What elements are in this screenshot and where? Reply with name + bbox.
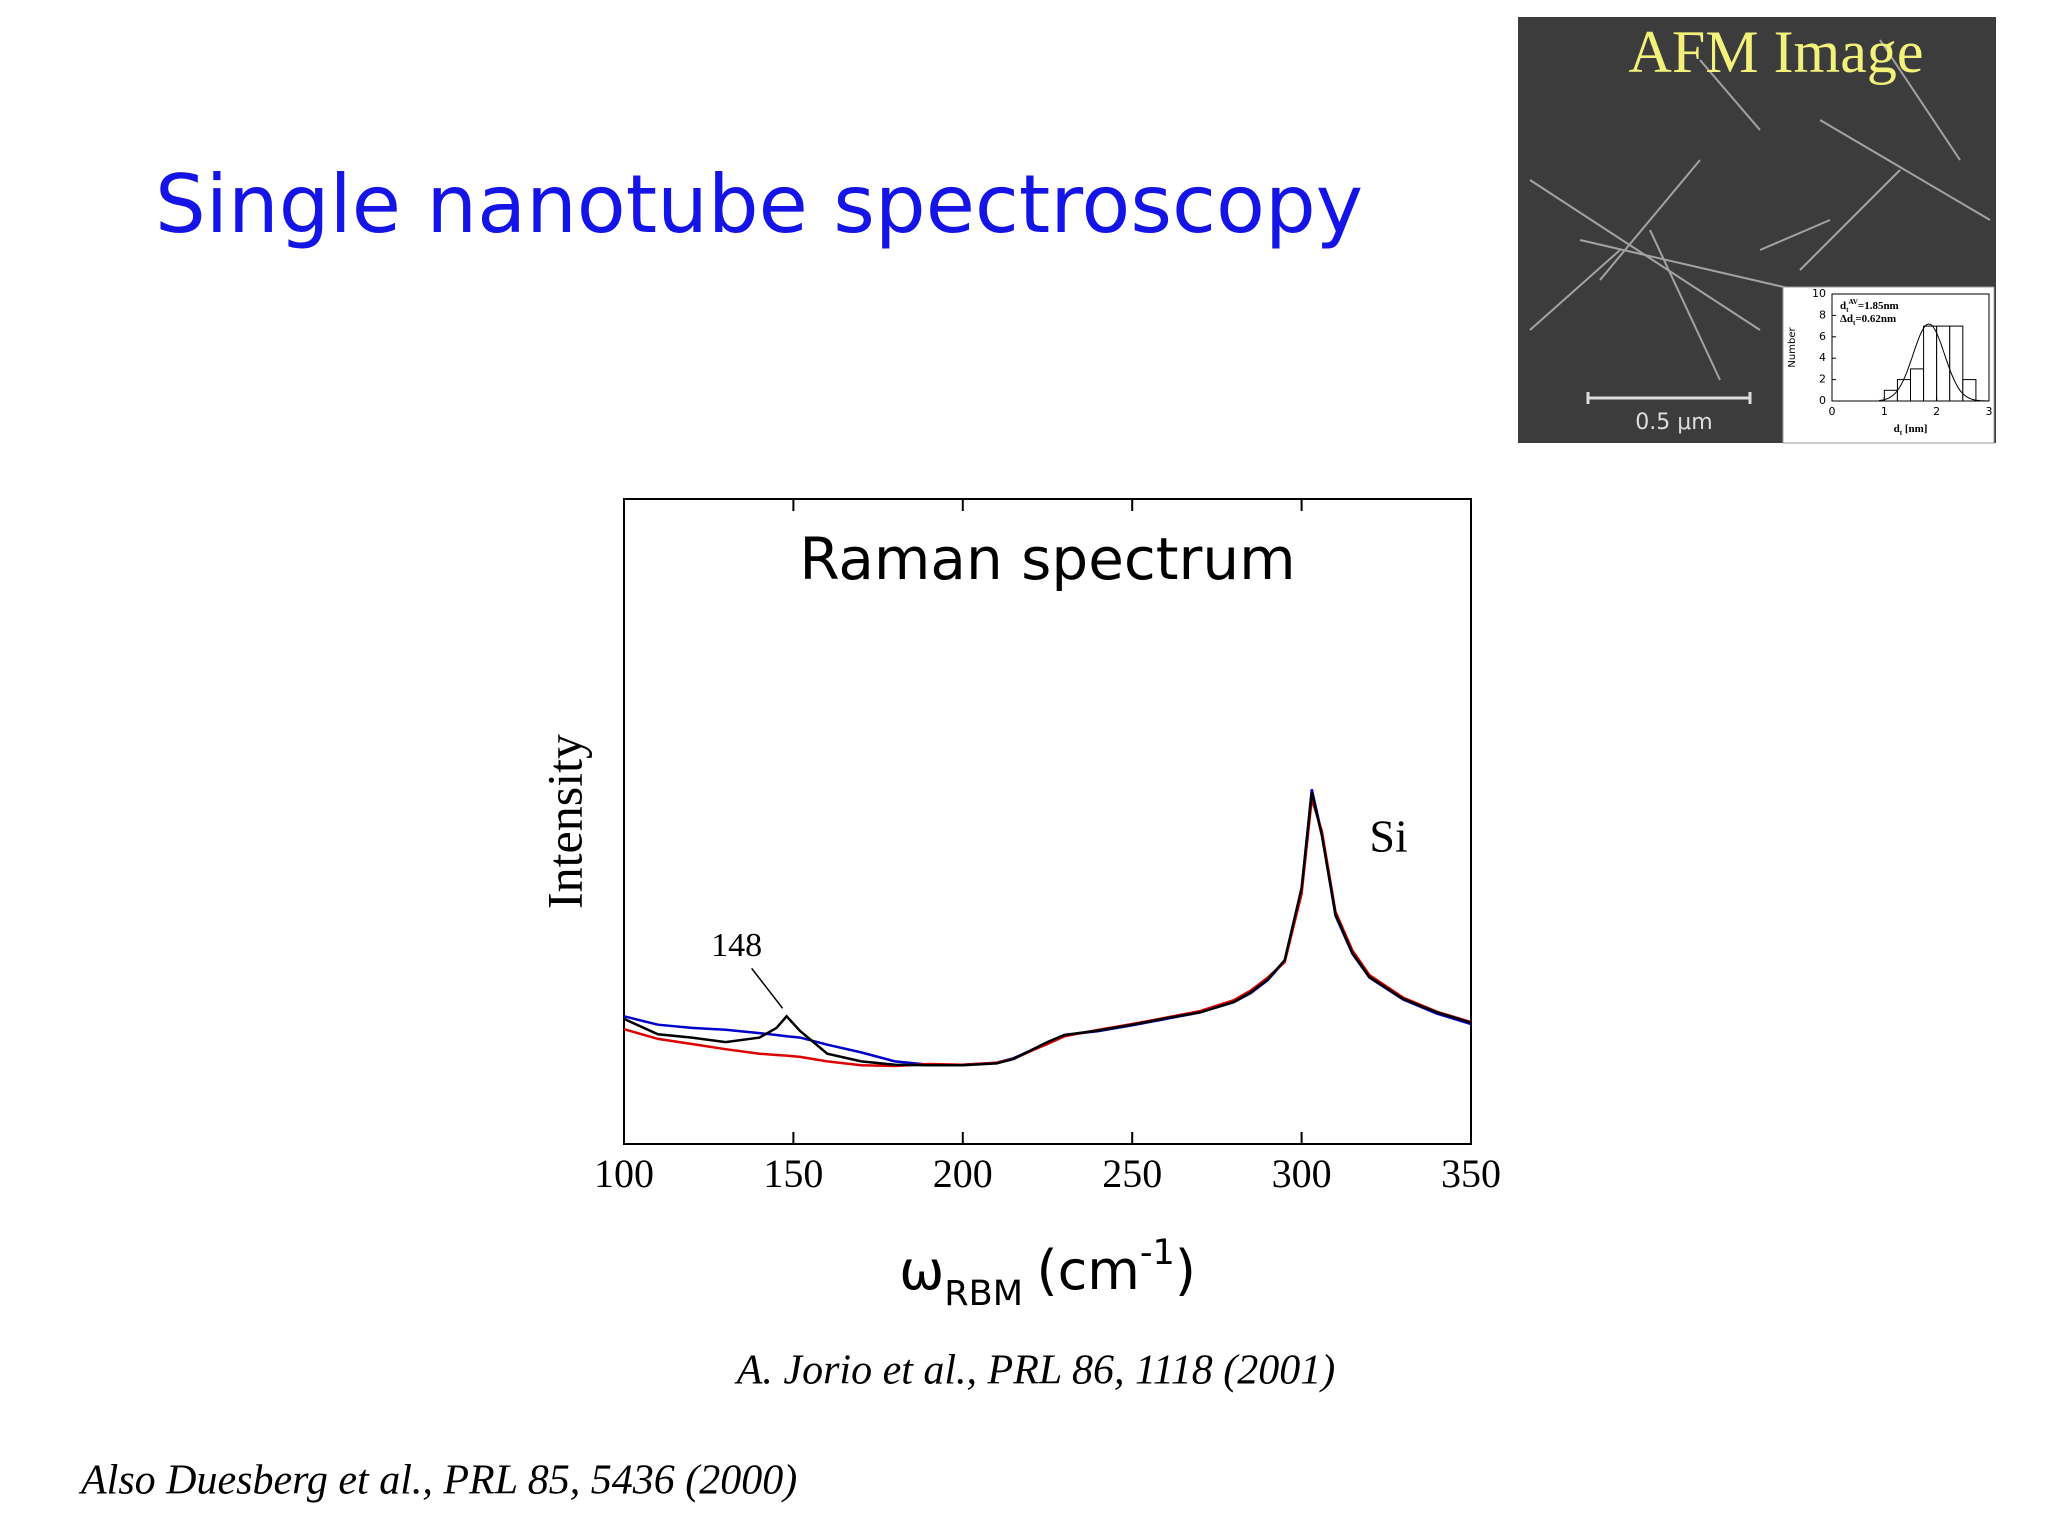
si-label: Si (1369, 810, 1407, 861)
inset-x-label-part: [nm] (1905, 423, 1928, 435)
x-tick-label: 250 (1102, 1151, 1162, 1196)
spectrum-line (623, 792, 1472, 1067)
x-axis-label-part: RBM (944, 1273, 1023, 1314)
inset-annotation-part: d (1840, 300, 1846, 312)
inset-x-label-part: t (1900, 429, 1903, 437)
y-axis-label: Intensity (536, 734, 592, 909)
inset-y-label: Number (1787, 327, 1798, 368)
histogram-bar (1910, 368, 1925, 402)
x-tick-label: 300 (1272, 1151, 1332, 1196)
y-tick-label: 2 (1819, 373, 1826, 386)
y-tick-label: 4 (1819, 351, 1826, 364)
histogram-bar (1949, 325, 1964, 402)
chart-title: Raman spectrum (799, 525, 1295, 593)
inset-annotation: Δdt=0.62nm (1840, 313, 1896, 327)
inset-frame (1831, 293, 1990, 402)
inset-annotation-part: AV (1849, 298, 1859, 306)
histogram-bar (1896, 379, 1911, 402)
peak-label: 148 (711, 927, 762, 964)
inset-annotation-part: =0.62nm (1855, 313, 1896, 325)
x-tick-label: 100 (594, 1151, 654, 1196)
inset-annotation-part: t (1846, 306, 1849, 314)
x-tick-label: 0 (1829, 405, 1836, 418)
x-axis-label: ωRBM (cm-1) (899, 1232, 1196, 1314)
fit-curve (1879, 323, 1990, 402)
inset-x-label-part: d (1894, 423, 1900, 435)
histogram-bar (1923, 325, 1938, 402)
x-axis-label-part: -1 (1140, 1232, 1175, 1273)
x-tick-label: 3 (1986, 405, 1993, 418)
inset-annotation: dtAV=1.85nm (1840, 298, 1899, 314)
slide-title: Single nanotube spectroscopy (155, 158, 1363, 251)
x-tick-label: 200 (933, 1151, 993, 1196)
x-tick-label: 350 (1441, 1151, 1501, 1196)
scale-bar (1586, 392, 1752, 404)
afm-title: AFM Image (1629, 19, 1924, 85)
inset-annotation-part: Δd (1840, 313, 1853, 325)
plot-frame (623, 498, 1472, 1145)
x-tick-label: 1 (1881, 405, 1888, 418)
citation: A. Jorio et al., PRL 86, 1118 (2001) (734, 1348, 1335, 1394)
y-tick-label: 0 (1819, 394, 1826, 407)
y-tick-label: 8 (1819, 308, 1826, 321)
also-citation: Also Duesberg et al., PRL 85, 5436 (2000… (78, 1458, 797, 1504)
inset-annotation-part: t (1853, 319, 1856, 327)
nanotubes (1529, 39, 1991, 381)
scale-bar-label: 0.5 μm (1635, 410, 1712, 435)
inset-annotation-part: =1.85nm (1858, 300, 1899, 312)
y-tick-label: 10 (1812, 287, 1826, 300)
x-tick-label: 2 (1933, 405, 1940, 418)
x-axis-label-part: ) (1175, 1239, 1196, 1302)
x-tick-label: 150 (763, 1151, 823, 1196)
inset-x-label: dt [nm] (1894, 423, 1928, 437)
y-tick-label: 6 (1819, 330, 1826, 343)
x-axis-label-part: ω (899, 1239, 944, 1302)
x-axis-label-part: (cm (1037, 1239, 1140, 1302)
peak-arrow (751, 967, 784, 1009)
